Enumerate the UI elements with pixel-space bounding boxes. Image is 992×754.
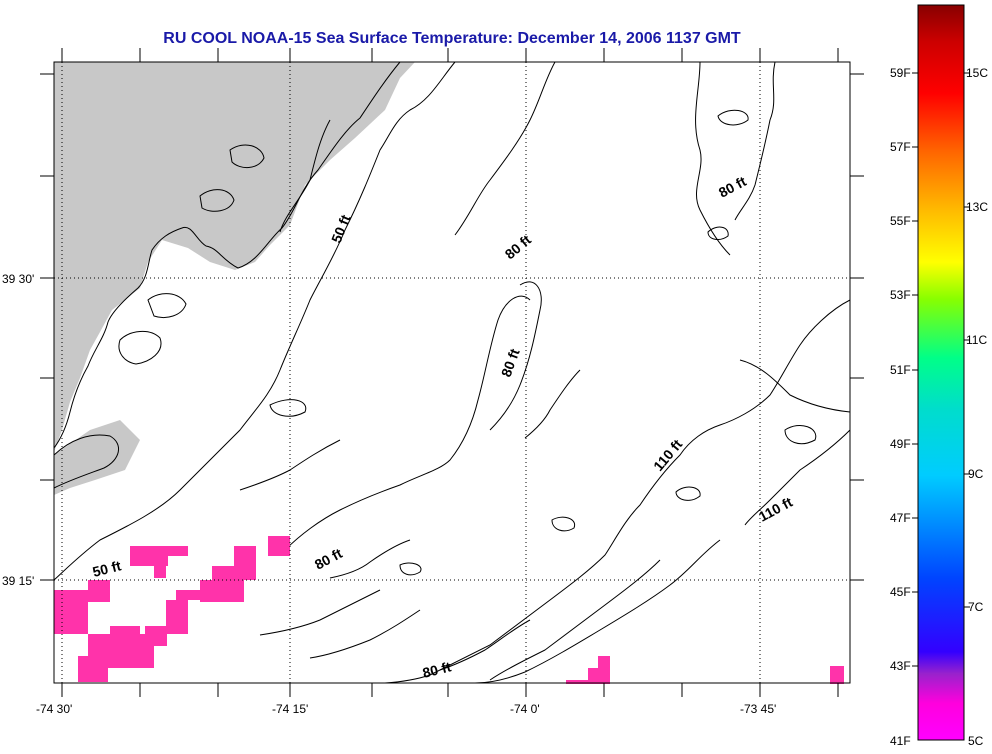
longitude-label: -74 15' [272, 702, 309, 716]
longitude-label: -74 30' [36, 702, 73, 716]
latitude-label: 39 15' [2, 574, 35, 588]
colorbar-c-label: 7C [968, 600, 984, 614]
colorbar-c-label: 15C [966, 66, 989, 80]
longitude-label: -73 45' [740, 702, 777, 716]
colorbar-f-label: 57F [890, 140, 911, 154]
contour-label: 110 ft [756, 494, 795, 525]
colorbar-c-label: 13C [966, 200, 989, 214]
colorbar-f-label: 59F [890, 66, 911, 80]
colorbar-f-label: 49F [890, 437, 911, 451]
graticule [54, 62, 850, 683]
colorbar-c-label: 9C [968, 467, 984, 481]
colorbar-f-label: 45F [890, 585, 911, 599]
colorbar-f-label: 51F [890, 363, 911, 377]
contour-label: 50 ft [328, 212, 354, 245]
contour-label: 80 ft [502, 231, 535, 262]
colorbar-c-label: 5C [968, 734, 984, 748]
contour-label: 80 ft [498, 346, 523, 379]
contour-label: 80 ft [421, 658, 453, 681]
latitude-label: 39 30' [2, 272, 35, 286]
depth-contours [53, 61, 851, 684]
map-frame [53, 61, 851, 684]
contour-label: 50 ft [91, 557, 123, 580]
sst-pixels [54, 536, 844, 684]
colorbar-f-label: 55F [890, 214, 911, 228]
coastline [53, 61, 401, 489]
contour-label: 80 ft [716, 173, 749, 201]
colorbar-gradient [917, 4, 965, 741]
colorbar-f-label: 53F [890, 288, 911, 302]
colorbar-f-label: 41F [890, 734, 911, 748]
colorbar-f-label: 43F [890, 659, 911, 673]
colorbar-f-label: 47F [890, 511, 911, 525]
colorbar-ticks [912, 72, 970, 667]
contour-label: 80 ft [312, 545, 345, 573]
colorbar-c-label: 11C [966, 333, 988, 347]
map-title: RU COOL NOAA-15 Sea Surface Temperature:… [163, 30, 741, 47]
frame-ticks [40, 48, 864, 697]
longitude-label: -74 0' [510, 702, 540, 716]
